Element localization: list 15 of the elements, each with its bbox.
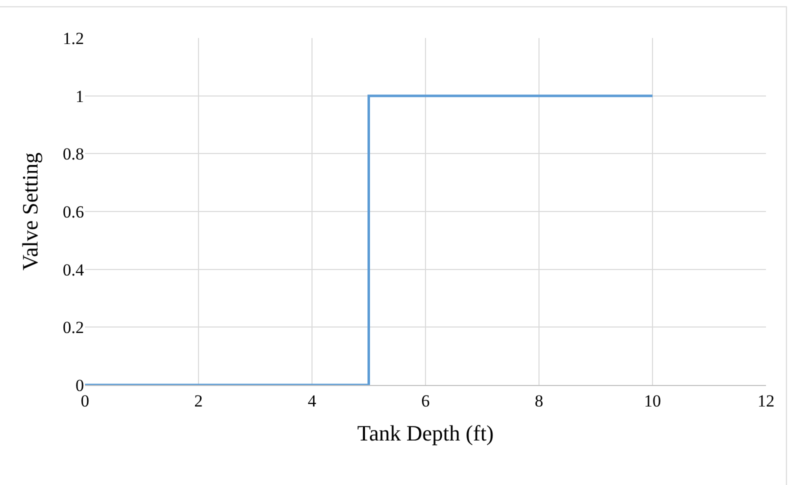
y-tick-label: 0.4: [62, 260, 84, 280]
y-tick-label: 0: [76, 376, 84, 395]
x-tick-label: 12: [758, 391, 774, 410]
y-tick-label: 1.2: [62, 28, 84, 48]
x-tick-label: 10: [644, 391, 661, 410]
y-tick-label: 1: [76, 86, 84, 106]
x-tick-label: 6: [421, 391, 430, 410]
y-tick-label: 0.2: [62, 318, 84, 338]
x-tick-label: 4: [308, 391, 317, 410]
y-tick-label: 0.8: [62, 144, 84, 164]
x-tick-label: 2: [194, 391, 203, 410]
y-axis-title: Valve Setting: [18, 152, 43, 270]
x-tick-label: 8: [534, 391, 544, 410]
y-tick-label: 0.6: [62, 202, 84, 222]
x-axis-title: Tank Depth (ft): [357, 420, 494, 446]
